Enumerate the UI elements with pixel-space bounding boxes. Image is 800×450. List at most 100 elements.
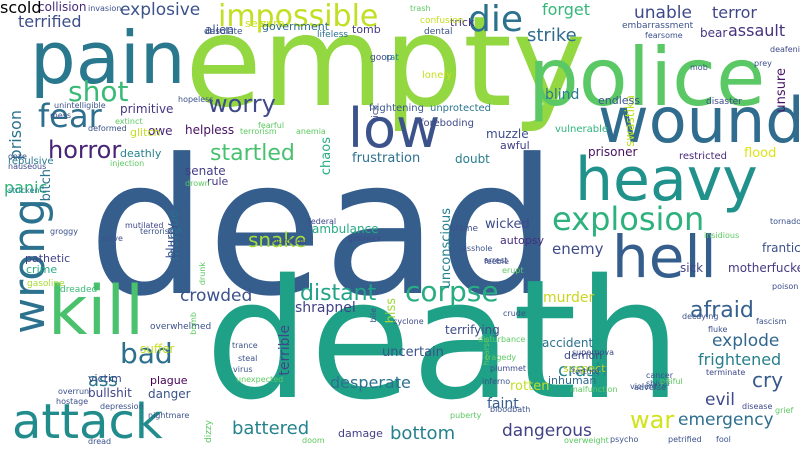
word-enemy: enemy: [552, 240, 604, 258]
word-plummet: plummet: [490, 364, 527, 373]
word-shot: shot: [68, 75, 129, 108]
word-trash: trash: [410, 4, 431, 13]
word-uncertain: uncertain: [382, 345, 444, 360]
word-government: government: [262, 20, 330, 33]
word-snake: snake: [248, 228, 307, 252]
word-nauseous: nauseous: [8, 162, 47, 171]
word-startled: startled: [210, 141, 295, 166]
word-cancer: cancer: [646, 371, 673, 380]
word-corpse: corpse: [405, 275, 499, 308]
word-desperate: desperate: [330, 373, 411, 392]
word-senate: senate: [185, 164, 226, 178]
word-terrible: terrible: [277, 325, 293, 376]
word-unsure: unsure: [774, 68, 789, 113]
word-rat: rat: [386, 53, 399, 63]
word-awful: awful: [500, 139, 530, 152]
word-death: death: [205, 244, 682, 436]
word-crude: crude: [503, 309, 526, 318]
word-rule: rule: [207, 175, 229, 188]
word-psycho: psycho: [610, 435, 639, 444]
word-decaying: decaying: [682, 312, 719, 321]
word-prisoner: prisoner: [588, 145, 638, 159]
word-terrorist: terrorist: [140, 227, 173, 236]
word-trance: trance: [232, 341, 258, 350]
word-federal: federal: [308, 217, 337, 226]
word-drunk: drunk: [198, 262, 207, 286]
word-explosive: explosive: [120, 0, 201, 20]
word-impossible: impossible: [218, 0, 379, 34]
word-glitch: glitch: [130, 126, 161, 139]
word-unable: unable: [634, 3, 692, 23]
word-virus: virus: [233, 365, 253, 374]
word-accident: accident: [542, 336, 594, 350]
word-helpless: helpless: [185, 123, 235, 137]
word-low: low: [348, 97, 441, 160]
word-doom: doom: [302, 436, 325, 445]
word-autopsy: autopsy: [500, 234, 544, 247]
word-battered: battered: [232, 418, 310, 439]
word-motherfucker: motherfucker: [728, 261, 800, 275]
word-anemia: anemia: [296, 127, 326, 136]
word-steal: steal: [238, 354, 258, 363]
word-demon: demon: [564, 349, 603, 362]
word-violent: violent: [630, 382, 658, 391]
word-stricken: stricken: [8, 186, 40, 195]
word-deformed: deformed: [88, 124, 127, 133]
word-explode: explode: [712, 331, 780, 351]
word-overwhelmed: overwhelmed: [150, 322, 212, 332]
word-fluke: fluke: [708, 325, 728, 334]
word-puberty: puberty: [450, 411, 482, 420]
word-sick: sick: [680, 261, 704, 275]
word-inferno: inferno: [482, 377, 511, 386]
word-crash: crash: [558, 360, 608, 381]
word-ass: ass: [88, 370, 118, 391]
word-ambulance: ambulance: [312, 222, 379, 236]
word-insidious: insidious: [704, 231, 740, 240]
word-alien: alien: [205, 23, 235, 37]
word-cyclone: cyclone: [393, 317, 424, 326]
word-hopeless: hopeless: [178, 95, 214, 104]
word-murder: murder: [543, 290, 595, 306]
word-police: police: [528, 31, 766, 124]
word-seizure: seizure: [245, 17, 285, 30]
word-gasoline: gasoline: [27, 279, 65, 289]
word-overweight: overweight: [564, 436, 609, 445]
word-bile: bile: [369, 308, 378, 323]
word-rotten: rotten: [510, 379, 550, 394]
word-desolate: desolate: [204, 27, 243, 37]
word-vulnerable: vulnerable: [555, 124, 609, 135]
word-invasion: invasion: [88, 4, 122, 13]
word-extinct: extinct: [115, 117, 143, 126]
word-terrifying: terrifying: [445, 323, 500, 337]
word-muzzle: muzzle: [486, 127, 529, 141]
word-faint: faint: [487, 396, 519, 412]
word-gimmick: gimmick: [348, 234, 383, 243]
word-pitiful: pitiful: [660, 377, 683, 386]
word-petrified: petrified: [668, 435, 702, 444]
word-injection: injection: [110, 159, 145, 168]
word-bitch: bitch: [39, 169, 54, 202]
word-poison: poison: [772, 282, 799, 291]
word-bloodbath: bloodbath: [490, 405, 531, 414]
word-hell: hell: [612, 223, 717, 291]
word-unintelligible: unintelligible: [54, 101, 106, 110]
word-chaos: chaos: [319, 137, 334, 176]
word-frustration: frustration: [352, 151, 421, 166]
word-unexpected: unexpected: [236, 375, 284, 384]
word-attack: attack: [12, 394, 163, 450]
word-suspect: suspect: [563, 362, 606, 375]
word-mob: mob: [690, 63, 708, 72]
word-bottom: bottom: [390, 423, 456, 444]
word-torture: torture: [572, 367, 600, 376]
word-war: war: [630, 406, 675, 434]
word-evil: evil: [705, 390, 735, 410]
word-terror: terror: [712, 3, 758, 22]
word-explosion: explosion: [552, 200, 705, 238]
word-fearful: fearful: [258, 121, 285, 130]
word-confusion: confusion: [420, 16, 464, 26]
word-hearse: hearse: [482, 338, 491, 366]
word-worry: worry: [208, 90, 276, 118]
word-assault: assault: [728, 21, 786, 40]
word-scold: scold: [0, 0, 42, 17]
